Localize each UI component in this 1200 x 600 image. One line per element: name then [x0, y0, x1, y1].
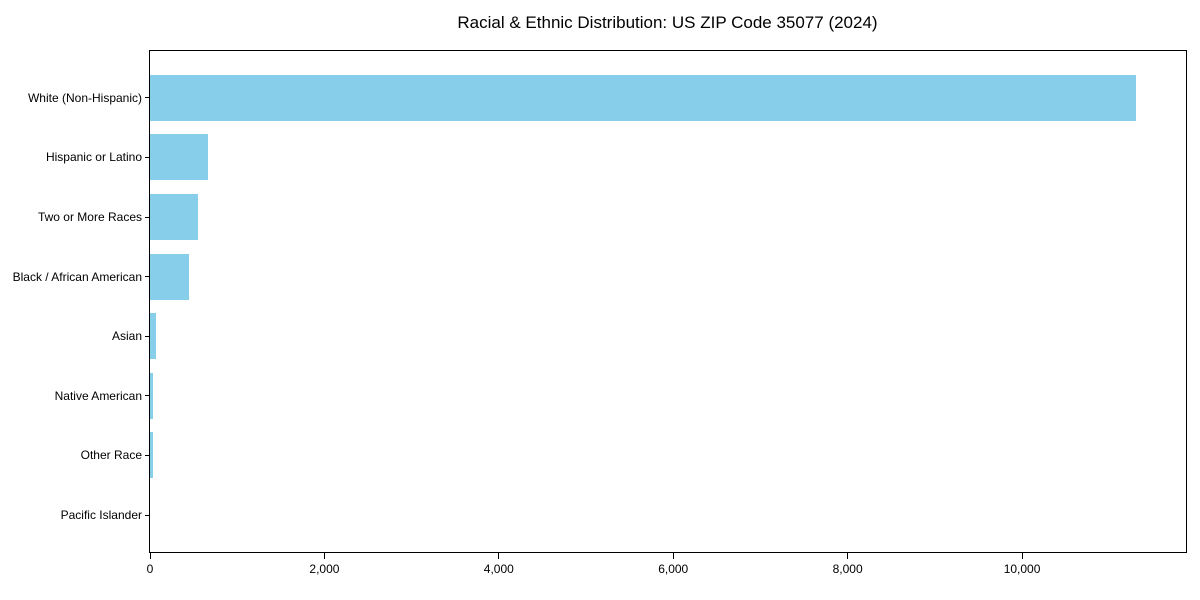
- y-label-asian: Asian: [111, 329, 142, 344]
- bar-white-non-hispanic: [150, 74, 1137, 121]
- y-tick-pacific-islander: [145, 514, 149, 516]
- bar-hispanic-or-latino: [150, 134, 208, 181]
- bar-black-african-american: [150, 253, 190, 300]
- y-tick-white-non-hispanic: [145, 97, 149, 99]
- chart-title: Racial & Ethnic Distribution: US ZIP Cod…: [457, 13, 878, 32]
- x-tick-2: [498, 553, 500, 559]
- y-tick-native-american: [145, 395, 149, 397]
- y-label-native-american: Native American: [54, 388, 142, 403]
- x-tick-label-3: 6,000: [658, 562, 689, 576]
- y-label-white-non-hispanic: White (Non-Hispanic): [27, 90, 142, 105]
- y-label-pacific-islander: Pacific Islander: [60, 508, 142, 522]
- bar-native-american: [150, 372, 154, 419]
- bar-two-or-more-races: [150, 194, 198, 240]
- x-tick-3: [672, 553, 674, 559]
- y-tick-asian: [145, 335, 149, 337]
- y-label-black-african-american: Black / African American: [12, 269, 142, 284]
- x-tick-1: [323, 553, 325, 559]
- x-tick-label-0: 0: [146, 562, 154, 576]
- y-tick-black-african-american: [145, 276, 149, 278]
- y-tick-hispanic-or-latino: [145, 156, 149, 158]
- y-tick-other-race: [145, 454, 149, 456]
- plot-area: White (Non-Hispanic) Hispanic or Latino Tw…: [13, 50, 1187, 576]
- y-tick-two-or-more-races: [145, 216, 149, 218]
- y-label-hispanic-or-latino: Hispanic or Latino: [45, 150, 142, 165]
- x-tick-label-2: 4,000: [483, 562, 514, 576]
- x-tick-4: [847, 553, 849, 559]
- y-label-other-race: Other Race: [80, 448, 142, 463]
- x-tick-label-1: 2,000: [309, 562, 340, 576]
- x-tick-0: [149, 553, 151, 559]
- y-label-two-or-more-races: Two or More Races: [37, 210, 142, 224]
- x-tick-5: [1021, 553, 1023, 559]
- x-tick-label-4: 8,000: [832, 562, 863, 576]
- bar-other-race: [150, 432, 153, 479]
- bar-asian: [150, 313, 156, 360]
- x-tick-label-5: 10,000: [1003, 562, 1041, 576]
